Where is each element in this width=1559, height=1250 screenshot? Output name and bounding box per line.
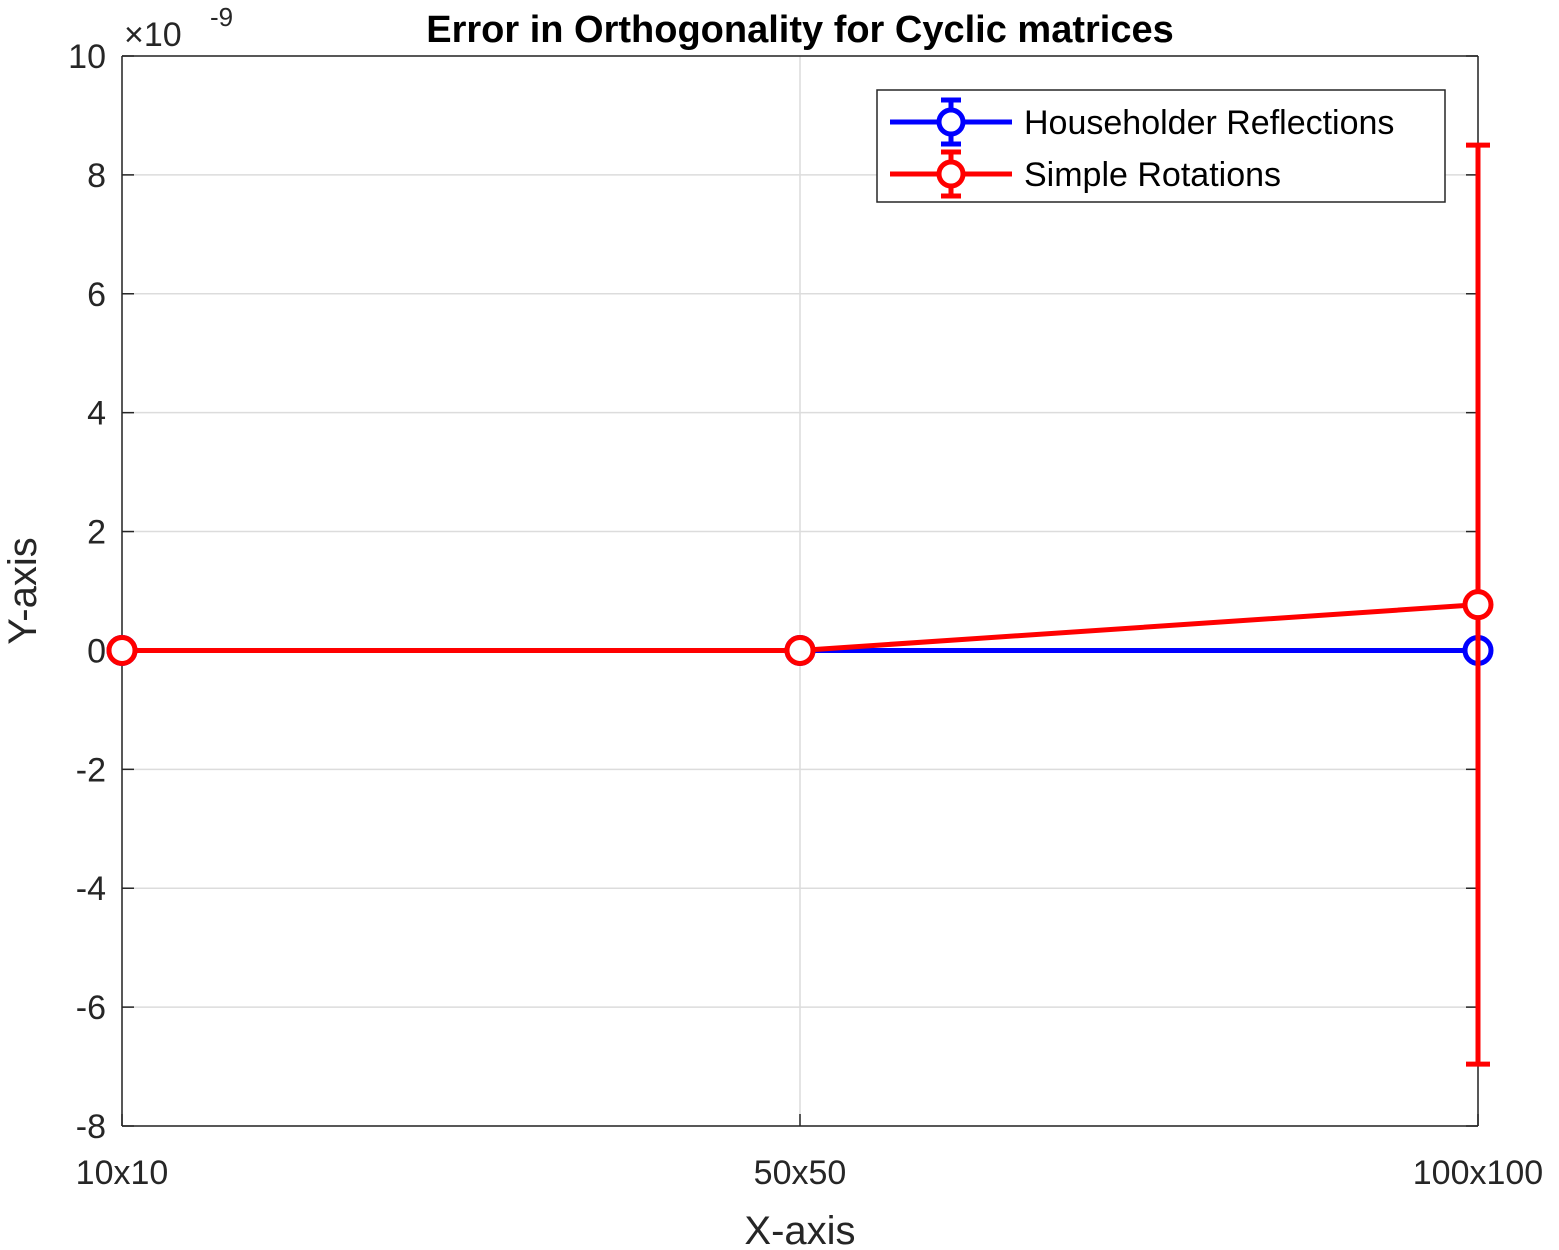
ticks: -8 -6 -4 -2 0 2 4 6 8 10 10x10 50x50 100x100 bbox=[68, 38, 1543, 1192]
legend-marker bbox=[936, 159, 966, 189]
legend: Householder Reflections Simple Rotations bbox=[876, 89, 1446, 203]
y-tick-label: 6 bbox=[87, 276, 106, 314]
y-exponent-base: ×10 bbox=[124, 16, 182, 54]
y-tick-label: -4 bbox=[76, 870, 106, 908]
y-axis-label: Y-axis bbox=[1, 537, 45, 644]
y-tick-label: -2 bbox=[76, 751, 106, 789]
y-tick-label: 2 bbox=[87, 514, 106, 552]
data-point bbox=[784, 634, 816, 666]
chart-title: Error in Orthogonality for Cyclic matric… bbox=[426, 9, 1174, 51]
legend-label: Simple Rotations bbox=[1024, 156, 1281, 194]
legend-marker bbox=[936, 107, 966, 137]
y-tick-label: 0 bbox=[87, 632, 106, 670]
y-exponent-label: ×10 -9 bbox=[124, 2, 233, 54]
y-tick-label: 10 bbox=[68, 38, 106, 76]
y-tick-label: -6 bbox=[76, 989, 106, 1027]
legend-box bbox=[876, 89, 1446, 203]
y-exponent-power: -9 bbox=[210, 2, 233, 32]
data-point bbox=[1462, 589, 1494, 621]
y-tick-label: 4 bbox=[87, 395, 106, 433]
x-tick-label: 10x10 bbox=[76, 1154, 169, 1192]
x-axis-label: X-axis bbox=[744, 1209, 855, 1250]
legend-label: Householder Reflections bbox=[1024, 104, 1394, 142]
y-tick-label: 8 bbox=[87, 157, 106, 195]
y-tick-label: -8 bbox=[76, 1108, 106, 1146]
legend-entry: Householder Reflections bbox=[890, 97, 1394, 147]
series-layer bbox=[106, 142, 1494, 1067]
x-tick-label: 100x100 bbox=[1413, 1154, 1543, 1192]
series-1 bbox=[106, 142, 1494, 1067]
x-tick-label: 50x50 bbox=[754, 1154, 847, 1192]
data-point bbox=[106, 634, 138, 666]
legend-entry: Simple Rotations bbox=[890, 149, 1281, 199]
